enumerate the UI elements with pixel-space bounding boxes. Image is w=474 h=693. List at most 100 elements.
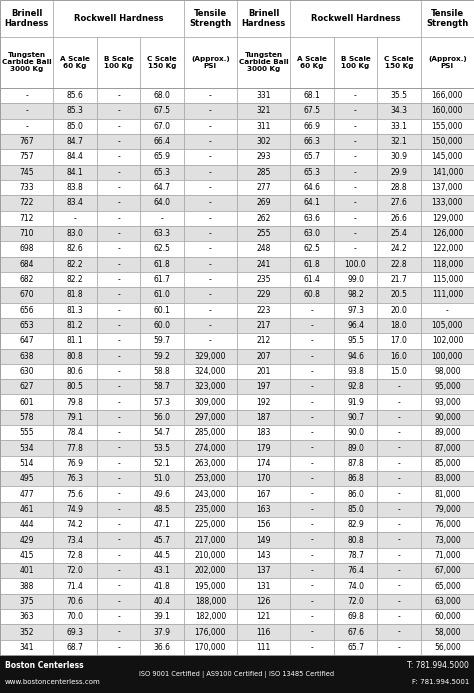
Bar (0, 394, 53, 410)
Text: 309,000: 309,000 (195, 398, 226, 407)
Bar (0, 119, 53, 134)
Text: 197: 197 (256, 383, 271, 392)
Text: 166,000: 166,000 (432, 91, 463, 100)
Text: 79,000: 79,000 (434, 505, 461, 514)
Text: -: - (209, 336, 212, 345)
Bar (290, 471, 334, 486)
Text: 235: 235 (256, 275, 271, 284)
Bar (237, 609, 290, 624)
Bar (237, 103, 290, 119)
Bar (184, 456, 237, 471)
Text: 22.8: 22.8 (391, 260, 407, 269)
Text: 65.3: 65.3 (303, 168, 320, 177)
Text: 653: 653 (19, 321, 34, 330)
Bar (334, 364, 377, 379)
Bar (53, 303, 97, 318)
Bar (53, 165, 97, 180)
Text: -: - (117, 321, 120, 330)
Text: 83.4: 83.4 (66, 198, 83, 207)
Bar (97, 640, 140, 655)
Text: 115,000: 115,000 (432, 275, 463, 284)
Text: 297,000: 297,000 (195, 413, 226, 422)
Bar (421, 149, 474, 165)
Bar (97, 410, 140, 425)
Bar (184, 441, 237, 456)
Bar (377, 149, 421, 165)
Bar (377, 37, 421, 88)
Text: 263,000: 263,000 (195, 459, 226, 468)
Bar (184, 241, 237, 256)
Bar (53, 180, 97, 195)
Text: -: - (310, 489, 313, 498)
Bar (0, 180, 53, 195)
Bar (53, 379, 97, 394)
Text: 111: 111 (256, 643, 271, 652)
Bar (97, 547, 140, 563)
Bar (290, 134, 334, 149)
Text: 495: 495 (19, 474, 34, 483)
Bar (140, 394, 184, 410)
Text: -: - (398, 581, 401, 590)
Bar (290, 303, 334, 318)
Text: B Scale
100 Kg: B Scale 100 Kg (341, 56, 370, 69)
Text: 37.9: 37.9 (154, 628, 171, 636)
Bar (421, 579, 474, 594)
Bar (334, 379, 377, 394)
Text: 80.8: 80.8 (66, 351, 83, 360)
Bar (334, 456, 377, 471)
Text: 70.0: 70.0 (66, 612, 83, 621)
Text: 58.7: 58.7 (154, 383, 171, 392)
Text: 192: 192 (256, 398, 271, 407)
Bar (334, 318, 377, 333)
Text: 52.1: 52.1 (154, 459, 171, 468)
Text: -: - (398, 628, 401, 636)
Bar (334, 226, 377, 241)
Bar (290, 349, 334, 364)
Bar (184, 303, 237, 318)
Text: 225,000: 225,000 (195, 520, 226, 529)
Bar (140, 609, 184, 624)
Bar (237, 149, 290, 165)
Text: 183: 183 (256, 428, 271, 437)
Bar (377, 425, 421, 441)
Bar (53, 471, 97, 486)
Text: 578: 578 (19, 413, 34, 422)
Text: 235,000: 235,000 (195, 505, 226, 514)
Bar (0, 0, 53, 37)
Text: -: - (398, 428, 401, 437)
Bar (334, 88, 377, 103)
Bar (0, 609, 53, 624)
Bar (184, 149, 237, 165)
Text: 62.5: 62.5 (154, 245, 171, 254)
Text: 67.6: 67.6 (347, 628, 364, 636)
Bar (140, 211, 184, 226)
Bar (184, 88, 237, 103)
Text: 277: 277 (256, 183, 271, 192)
Bar (184, 349, 237, 364)
Text: 73.4: 73.4 (66, 536, 83, 545)
Bar (140, 180, 184, 195)
Bar (0, 165, 53, 180)
Bar (97, 195, 140, 211)
Bar (377, 318, 421, 333)
Bar (53, 272, 97, 287)
Text: 95,000: 95,000 (434, 383, 461, 392)
Bar (421, 333, 474, 349)
Bar (290, 624, 334, 640)
Text: 20.0: 20.0 (391, 306, 408, 315)
Bar (290, 364, 334, 379)
Text: 34.3: 34.3 (391, 107, 408, 116)
Bar (140, 134, 184, 149)
Text: -: - (209, 152, 212, 161)
Text: -: - (117, 428, 120, 437)
Text: -: - (310, 474, 313, 483)
Text: 670: 670 (19, 290, 34, 299)
Bar (140, 149, 184, 165)
Text: Tensile
Strength: Tensile Strength (426, 9, 468, 28)
Bar (334, 303, 377, 318)
Text: 65,000: 65,000 (434, 581, 461, 590)
Text: 64.1: 64.1 (303, 198, 320, 207)
Bar (237, 134, 290, 149)
Bar (237, 119, 290, 134)
Bar (140, 594, 184, 609)
